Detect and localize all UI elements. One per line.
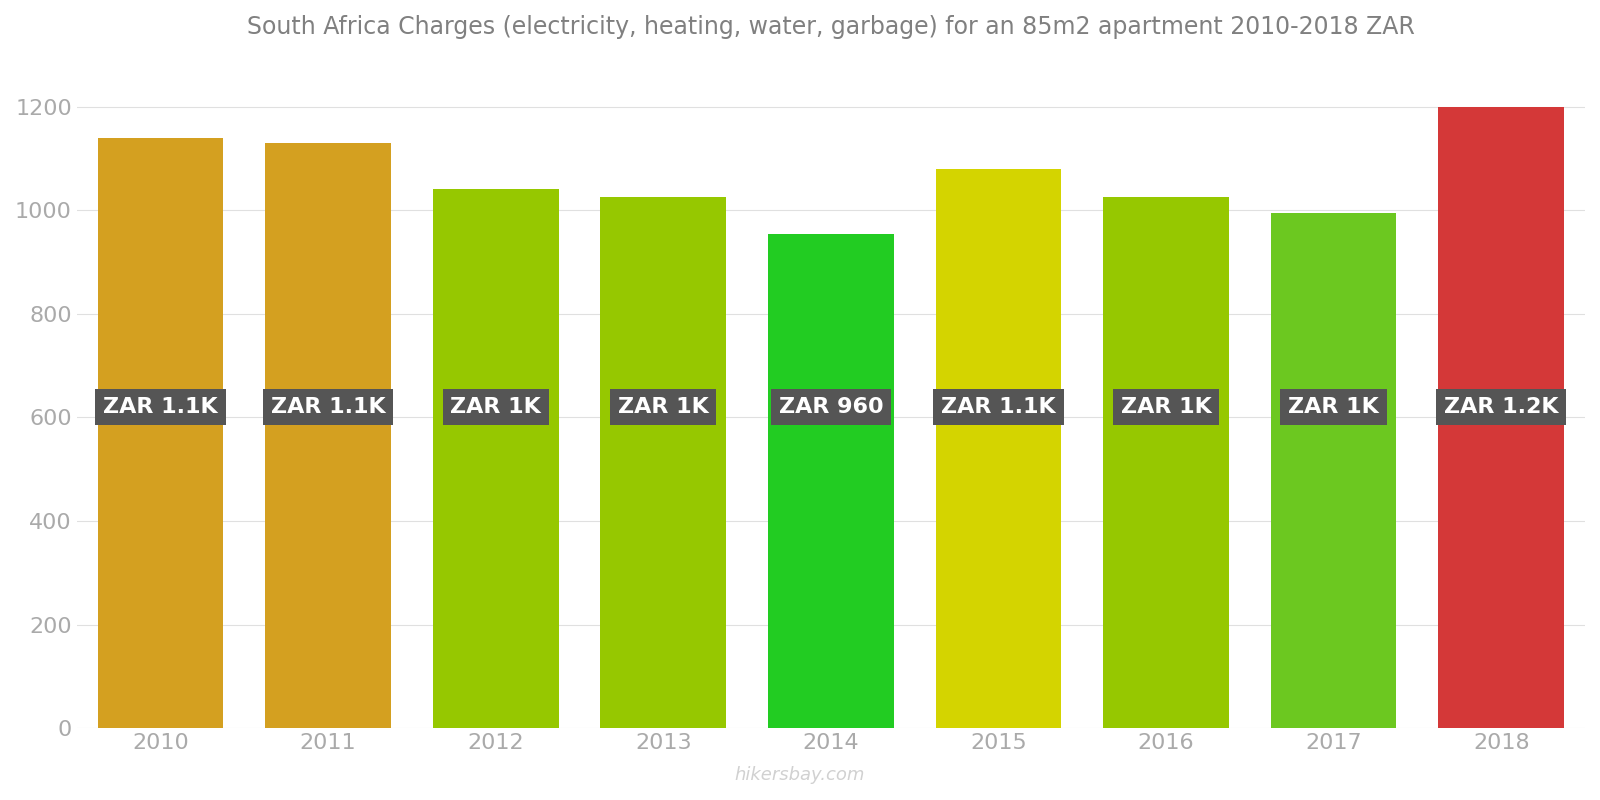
- Text: ZAR 1.2K: ZAR 1.2K: [1443, 397, 1558, 417]
- Text: ZAR 1.1K: ZAR 1.1K: [104, 397, 218, 417]
- Bar: [434, 190, 558, 728]
- Text: ZAR 1K: ZAR 1K: [618, 397, 709, 417]
- Bar: [1102, 198, 1229, 728]
- Bar: [600, 198, 726, 728]
- Text: hikersbay.com: hikersbay.com: [734, 766, 866, 784]
- Bar: [98, 138, 224, 728]
- Bar: [1438, 106, 1565, 728]
- Text: ZAR 1K: ZAR 1K: [450, 397, 541, 417]
- Bar: [768, 234, 894, 728]
- Text: ZAR 1.1K: ZAR 1.1K: [941, 397, 1056, 417]
- Bar: [936, 169, 1061, 728]
- Title: South Africa Charges (electricity, heating, water, garbage) for an 85m2 apartmen: South Africa Charges (electricity, heati…: [246, 15, 1414, 39]
- Bar: [1270, 213, 1397, 728]
- Text: ZAR 1K: ZAR 1K: [1120, 397, 1211, 417]
- Text: ZAR 960: ZAR 960: [779, 397, 883, 417]
- Bar: [266, 143, 390, 728]
- Text: ZAR 1K: ZAR 1K: [1288, 397, 1379, 417]
- Text: ZAR 1.1K: ZAR 1.1K: [270, 397, 386, 417]
